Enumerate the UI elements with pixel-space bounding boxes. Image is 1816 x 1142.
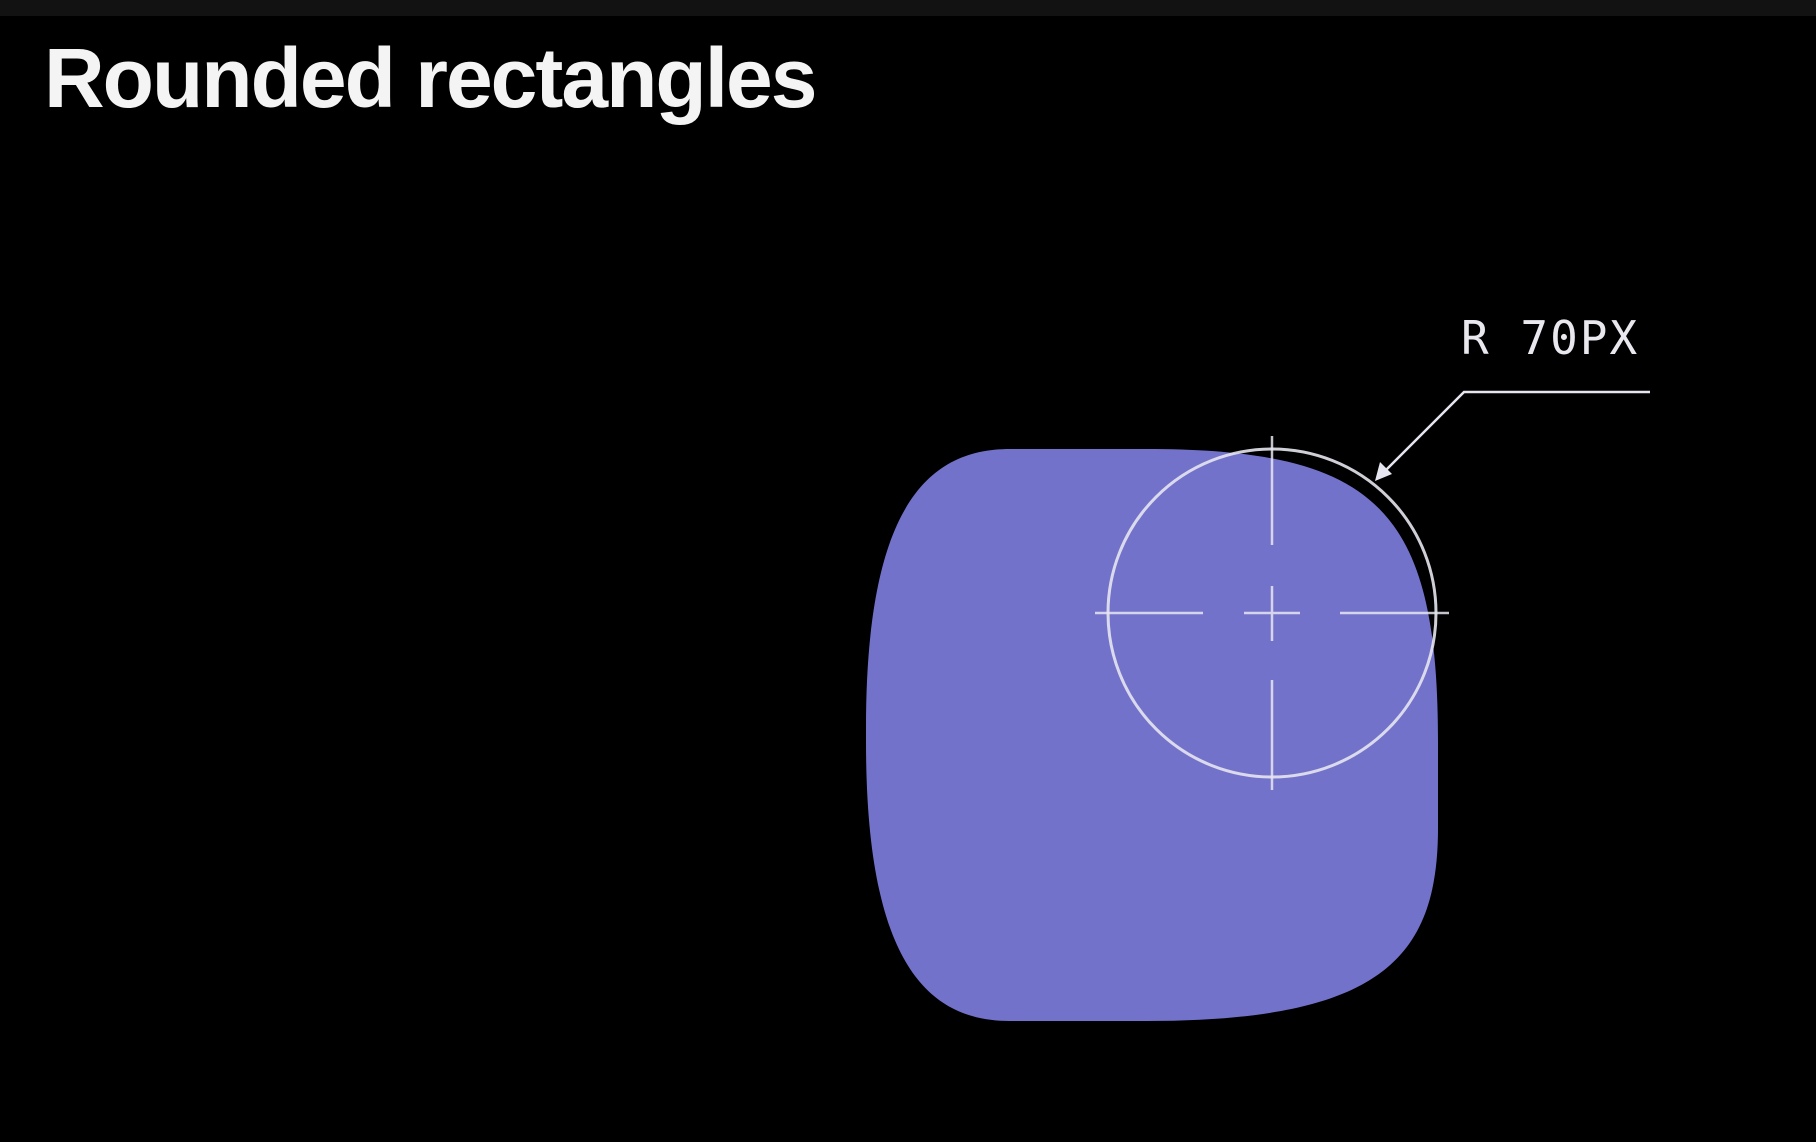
slide-title: Rounded rectangles [44,31,817,125]
window-top-strip [0,0,1816,16]
radius-leader-line [1379,390,1650,477]
rounded-rectangle-shape [866,449,1438,1021]
leader-arrow-head [1375,462,1392,481]
center-crosshair [1095,436,1449,790]
radius-label: R 70PX [1461,311,1639,365]
